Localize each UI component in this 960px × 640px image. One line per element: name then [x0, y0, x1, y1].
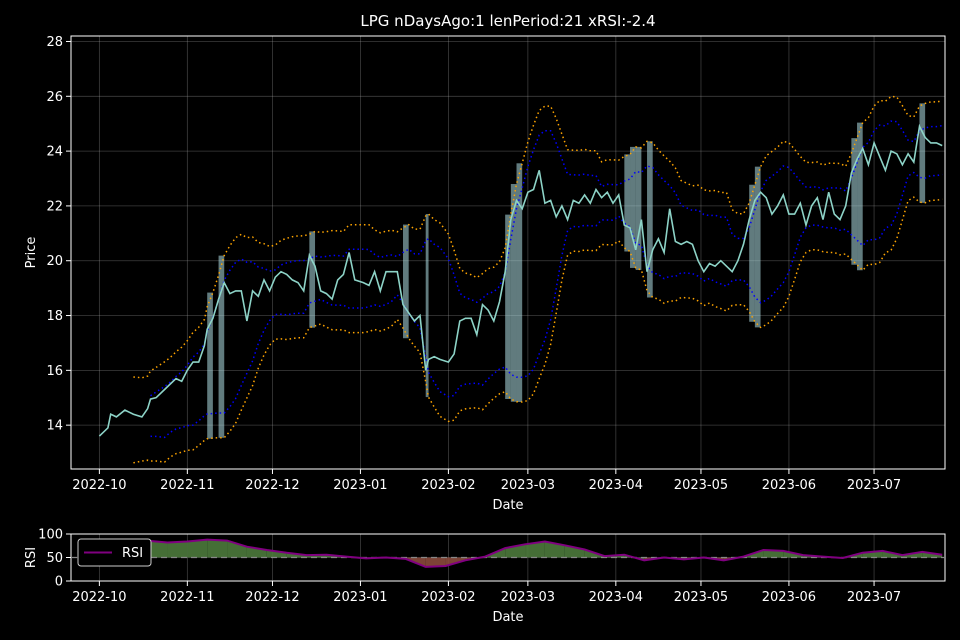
- rsi-fill-segment: [150, 541, 168, 558]
- band-breach-region: [516, 163, 523, 402]
- bollinger-lower-line: [150, 171, 943, 439]
- price-ylabel: Price: [24, 237, 39, 269]
- price-tick-label-x: 2023-02: [421, 478, 475, 493]
- rsi-tick-label-x: 2023-06: [762, 590, 816, 605]
- rsi-tick-label-x: 2023-04: [589, 590, 643, 605]
- band-breach-region: [510, 183, 517, 402]
- band-breach-region: [630, 146, 636, 268]
- rsi-tick-label-y: 0: [55, 575, 63, 590]
- chart-title: LPG nDaysAgo:1 lenPeriod:21 xRSI:-2.4: [360, 12, 655, 30]
- price-frame: [70, 35, 946, 470]
- rsi-fill-segment: [227, 540, 247, 558]
- band-breach-region: [309, 231, 316, 328]
- band-breach-region: [403, 224, 409, 339]
- rsi-tick-label-x: 2022-10: [72, 590, 126, 605]
- band-breach-region: [635, 146, 642, 270]
- band-breach-region: [851, 138, 858, 265]
- price-line: [98, 123, 943, 437]
- rsi-panel: 2022-10 2022-11 2022-12 2023-01 2023-02 2023-…: [24, 528, 946, 625]
- envelope-upper-line: [133, 95, 943, 379]
- price-tick-label-y: 20: [46, 254, 63, 269]
- price-tick-label-x: 2022-12: [245, 478, 299, 493]
- band-breach-region: [754, 166, 761, 328]
- band-breach-region: [857, 122, 863, 271]
- rsi-legend-box: [77, 538, 152, 567]
- price-xlabel: Date: [492, 498, 523, 513]
- rsi-tick-label-x: 2022-11: [160, 590, 214, 605]
- band-breach-region: [218, 255, 225, 438]
- price-tick-label-y: 16: [46, 364, 63, 379]
- price-tick-label-y: 14: [46, 419, 63, 434]
- band-breach-region: [505, 214, 511, 400]
- rsi-fill-segment: [187, 539, 208, 558]
- price-tick-label-x: 2023-01: [333, 478, 387, 493]
- price-tick-label-y: 24: [46, 145, 63, 160]
- band-breach-region: [919, 103, 926, 203]
- rsi-tick-label-x: 2023-02: [421, 590, 475, 605]
- band-breach-region: [647, 141, 653, 298]
- rsi-xlabel: Date: [492, 610, 523, 625]
- band-breach-region: [207, 292, 213, 439]
- price-tick-label-x: 2023-03: [501, 478, 555, 493]
- rsi-fill-segment: [266, 549, 287, 558]
- price-tick-label-y: 22: [46, 199, 63, 214]
- rsi-tick-label-x: 2023-05: [674, 590, 728, 605]
- bollinger-upper-line: [150, 120, 943, 397]
- rsi-fill-segment: [544, 541, 565, 558]
- price-tick-label-x: 2023-04: [589, 478, 643, 493]
- envelope-lower-line: [133, 196, 943, 464]
- rsi-tick-label-y: 50: [46, 551, 63, 566]
- band-breach-region: [425, 214, 429, 398]
- rsi-line: [150, 538, 943, 568]
- price-tick-label-x: 2022-10: [72, 478, 126, 493]
- rsi-tick-label-x: 2023-03: [501, 590, 555, 605]
- rsi-ylabel: RSI: [24, 547, 39, 568]
- price-tick-label-x: 2023-07: [847, 478, 901, 493]
- price-tick-label-y: 28: [46, 35, 63, 50]
- rsi-fill-segment: [207, 539, 228, 558]
- rsi-legend-label: RSI: [122, 546, 143, 561]
- price-tick-label-x: 2023-06: [762, 478, 816, 493]
- band-breach-region: [624, 154, 631, 252]
- price-tick-label-x: 2022-11: [160, 478, 214, 493]
- rsi-fill-segment: [425, 557, 446, 567]
- rsi-tick-label-x: 2022-12: [245, 590, 299, 605]
- price-tick-label-y: 26: [46, 90, 63, 105]
- rsi-fill-segment: [167, 541, 188, 558]
- price-tick-label-y: 18: [46, 309, 63, 324]
- rsi-legend: RSI: [77, 538, 152, 567]
- band-breach-region: [749, 184, 755, 322]
- rsi-tick-label-x: 2023-07: [847, 590, 901, 605]
- rsi-fill-segment: [564, 545, 585, 558]
- rsi-fill-segment: [525, 541, 545, 558]
- rsi-fill-segment: [763, 549, 784, 558]
- rsi-tick-label-y: 100: [38, 528, 63, 543]
- price-panel: 2022-10 2022-11 2022-12 2023-01 2023-02 2023-…: [24, 35, 946, 513]
- price-tick-label-x: 2023-05: [674, 478, 728, 493]
- rsi-tick-label-x: 2023-01: [333, 590, 387, 605]
